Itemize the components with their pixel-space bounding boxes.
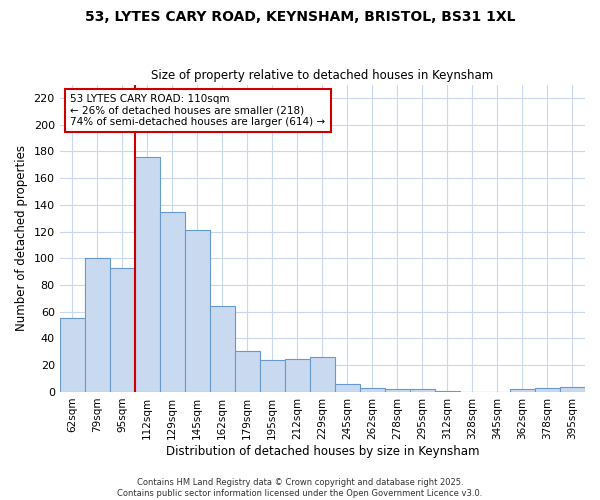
- Bar: [535, 388, 560, 392]
- Bar: [335, 384, 360, 392]
- Text: 53 LYTES CARY ROAD: 110sqm
← 26% of detached houses are smaller (218)
74% of sem: 53 LYTES CARY ROAD: 110sqm ← 26% of deta…: [70, 94, 325, 127]
- Y-axis label: Number of detached properties: Number of detached properties: [15, 146, 28, 332]
- Bar: [110, 268, 135, 392]
- Bar: [360, 388, 385, 392]
- Bar: [510, 390, 535, 392]
- X-axis label: Distribution of detached houses by size in Keynsham: Distribution of detached houses by size …: [166, 444, 479, 458]
- Bar: [85, 258, 110, 392]
- Bar: [210, 306, 235, 392]
- Bar: [185, 230, 210, 392]
- Bar: [285, 358, 310, 392]
- Bar: [135, 156, 160, 392]
- Bar: [435, 390, 460, 392]
- Bar: [310, 357, 335, 392]
- Bar: [410, 390, 435, 392]
- Text: 53, LYTES CARY ROAD, KEYNSHAM, BRISTOL, BS31 1XL: 53, LYTES CARY ROAD, KEYNSHAM, BRISTOL, …: [85, 10, 515, 24]
- Bar: [160, 212, 185, 392]
- Bar: [560, 386, 585, 392]
- Title: Size of property relative to detached houses in Keynsham: Size of property relative to detached ho…: [151, 69, 493, 82]
- Text: Contains HM Land Registry data © Crown copyright and database right 2025.
Contai: Contains HM Land Registry data © Crown c…: [118, 478, 482, 498]
- Bar: [385, 390, 410, 392]
- Bar: [235, 350, 260, 392]
- Bar: [59, 318, 85, 392]
- Bar: [260, 360, 285, 392]
